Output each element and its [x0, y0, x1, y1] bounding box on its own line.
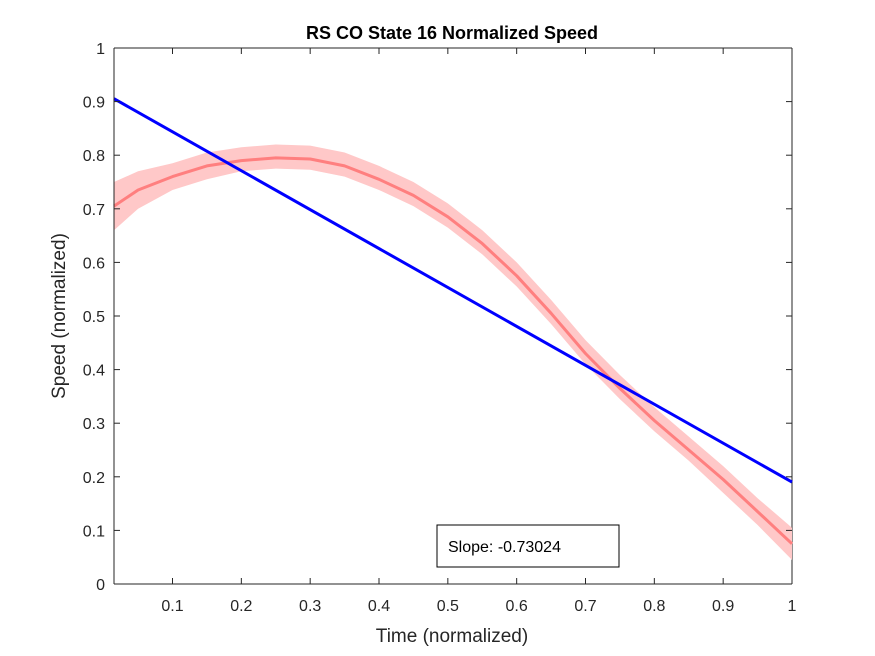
- annotation-text: Slope: -0.73024: [448, 539, 561, 556]
- x-tick-label: 1: [788, 598, 797, 615]
- x-axis-label: Time (normalized): [376, 626, 528, 647]
- series-0-confidence-band: [114, 144, 792, 560]
- y-tick-label: 0.5: [83, 309, 105, 326]
- x-tick-label: 0.1: [161, 598, 183, 615]
- x-tick-label: 0.9: [712, 598, 734, 615]
- y-axis-label: Speed (normalized): [49, 233, 70, 399]
- y-tick-label: 1: [96, 41, 105, 58]
- annotation-box: [436, 524, 620, 568]
- x-tick-label: 0.2: [230, 598, 252, 615]
- y-tick-label: 0.3: [83, 416, 105, 433]
- y-tick-label: 0.7: [83, 202, 105, 219]
- x-tick-label: 0.7: [574, 598, 596, 615]
- y-tick-label: 0.8: [83, 148, 105, 165]
- slope-annotation: Slope: -0.73024: [436, 524, 620, 568]
- chart-title: RS CO State 16 Normalized Speed: [306, 23, 598, 43]
- x-tick-label: 0.3: [299, 598, 321, 615]
- y-tick-label: 0.1: [83, 523, 105, 540]
- y-tick-label: 0: [96, 577, 105, 594]
- x-tick-label: 0.6: [506, 598, 528, 615]
- axis-ticks: 0.1 0.2 0.3 0.4 0.5 0.6 0.7 0.8 0.9 1 0 0.1 0.2 0.3 0.…: [83, 41, 797, 615]
- x-tick-label: 0.8: [643, 598, 665, 615]
- y-tick-label: 0.9: [83, 95, 105, 112]
- x-tick-label: 0.4: [368, 598, 390, 615]
- y-tick-label: 0.6: [83, 255, 105, 272]
- series-0-line: [113, 156, 794, 545]
- y-tick-label: 0.4: [83, 363, 105, 380]
- series-1-line: [113, 97, 793, 484]
- y-tick-label: 0.2: [83, 470, 105, 487]
- x-tick-label: 0.5: [437, 598, 459, 615]
